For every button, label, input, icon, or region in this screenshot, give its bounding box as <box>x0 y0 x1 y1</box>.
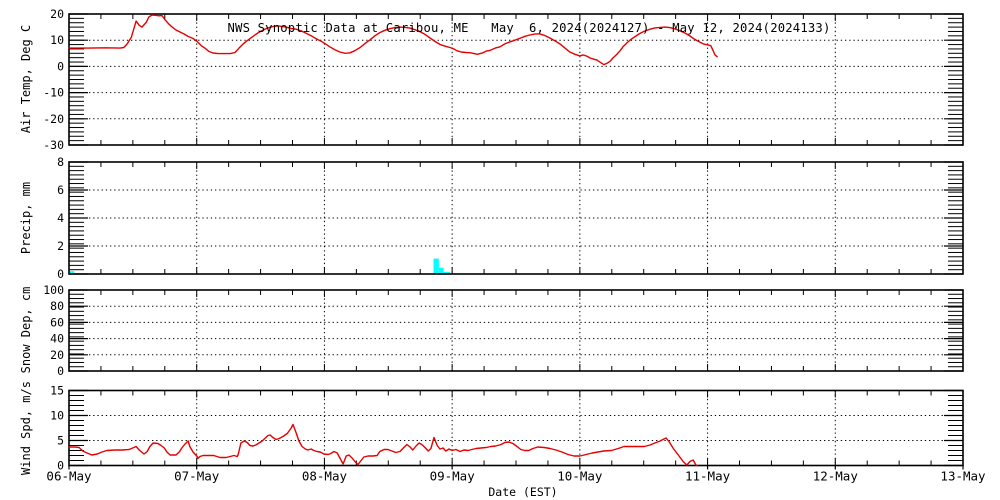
x-axis-label: Date (EST) <box>488 485 558 499</box>
y-tick-label: 15 <box>50 384 64 398</box>
precip-bar <box>443 271 451 274</box>
x-date-label: 11-May <box>685 469 731 484</box>
x-date-label: 13-May <box>940 469 986 484</box>
y-tick-label: 2 <box>57 239 64 253</box>
y-tick-label: 20 <box>50 7 64 21</box>
y-tick-label: 0 <box>57 364 64 378</box>
y-tick-label: 10 <box>50 409 64 423</box>
panel-frame-air-temperature <box>68 13 964 146</box>
y-tick-label: 40 <box>50 332 64 346</box>
y-tick-label: -30 <box>43 138 64 152</box>
y-tick-label: 60 <box>50 315 64 329</box>
y-tick-label: 100 <box>43 283 64 297</box>
y-tick-label: 4 <box>57 211 64 225</box>
y-tick-label: 0 <box>57 459 64 473</box>
y-tick-label: 20 <box>50 348 64 362</box>
precip-bar <box>438 267 444 274</box>
x-date-label: 07-May <box>174 469 220 484</box>
air-temp-trace <box>68 14 718 66</box>
y-tick-label: 6 <box>57 183 64 197</box>
x-date-label: 08-May <box>302 469 348 484</box>
y-tick-label: 80 <box>50 299 64 313</box>
x-date-label: 06-May <box>46 469 92 484</box>
precip-bar <box>69 271 75 274</box>
chart-title: NWS Synoptic Data at Caribou, ME May 6, … <box>227 21 831 35</box>
panel-frame-wind-speed <box>68 389 964 467</box>
panel-frame-snow-depth <box>68 289 964 372</box>
x-date-label: 12-May <box>813 469 859 484</box>
panel-frame-precipitation <box>68 161 964 275</box>
y-tick-label: -20 <box>43 112 64 126</box>
y-tick-label: 0 <box>57 59 64 73</box>
y-tick-label: 10 <box>50 33 64 47</box>
y-axis-label-wind-speed: Wind Spd, m/s <box>19 381 33 475</box>
precip-bar <box>433 258 439 274</box>
y-tick-label: 0 <box>57 267 64 281</box>
x-date-label: 09-May <box>430 469 476 484</box>
y-tick-label: 8 <box>57 155 64 169</box>
wind-speed-trace <box>68 423 698 467</box>
x-date-label: 10-May <box>557 469 603 484</box>
y-tick-label: -10 <box>43 86 64 100</box>
y-tick-label: 5 <box>57 434 64 448</box>
